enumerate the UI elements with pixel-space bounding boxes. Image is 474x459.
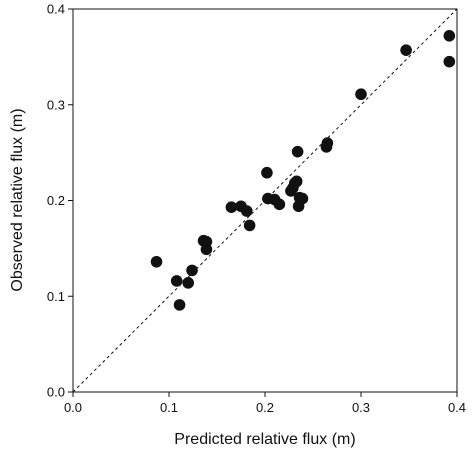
data-point — [355, 88, 367, 101]
x-tick-label: 0.2 — [256, 400, 274, 415]
data-point — [321, 137, 334, 149]
data-point — [443, 55, 456, 68]
data-point — [273, 198, 286, 211]
x-axis-title: Predicted relative flux (m) — [174, 431, 355, 448]
x-tick-label: 0.3 — [352, 400, 370, 415]
y-tick-label: 0.1 — [47, 289, 65, 304]
data-point — [243, 219, 256, 232]
data-point — [400, 44, 412, 56]
y-tick-label: 0.2 — [47, 193, 65, 208]
data-point — [240, 205, 253, 217]
data-point — [173, 299, 186, 311]
data-point — [443, 30, 456, 42]
x-tick-label: 0.4 — [448, 400, 466, 415]
x-tick-label: 0.0 — [64, 400, 82, 415]
data-point — [186, 264, 198, 277]
y-axis-title: Observed relative flux (m) — [9, 108, 26, 291]
y-tick-label: 0.3 — [47, 97, 65, 112]
data-point — [291, 145, 304, 158]
data-point — [296, 192, 309, 205]
y-tick-label: 0.0 — [47, 385, 65, 400]
data-point — [261, 166, 273, 179]
data-point — [225, 201, 238, 214]
data-point — [170, 275, 183, 287]
y-tick-label: 0.4 — [47, 2, 65, 17]
x-tick-label: 0.1 — [160, 400, 178, 415]
data-point — [200, 235, 213, 248]
data-point — [182, 277, 194, 289]
data-point — [150, 255, 163, 268]
data-point — [290, 175, 303, 188]
